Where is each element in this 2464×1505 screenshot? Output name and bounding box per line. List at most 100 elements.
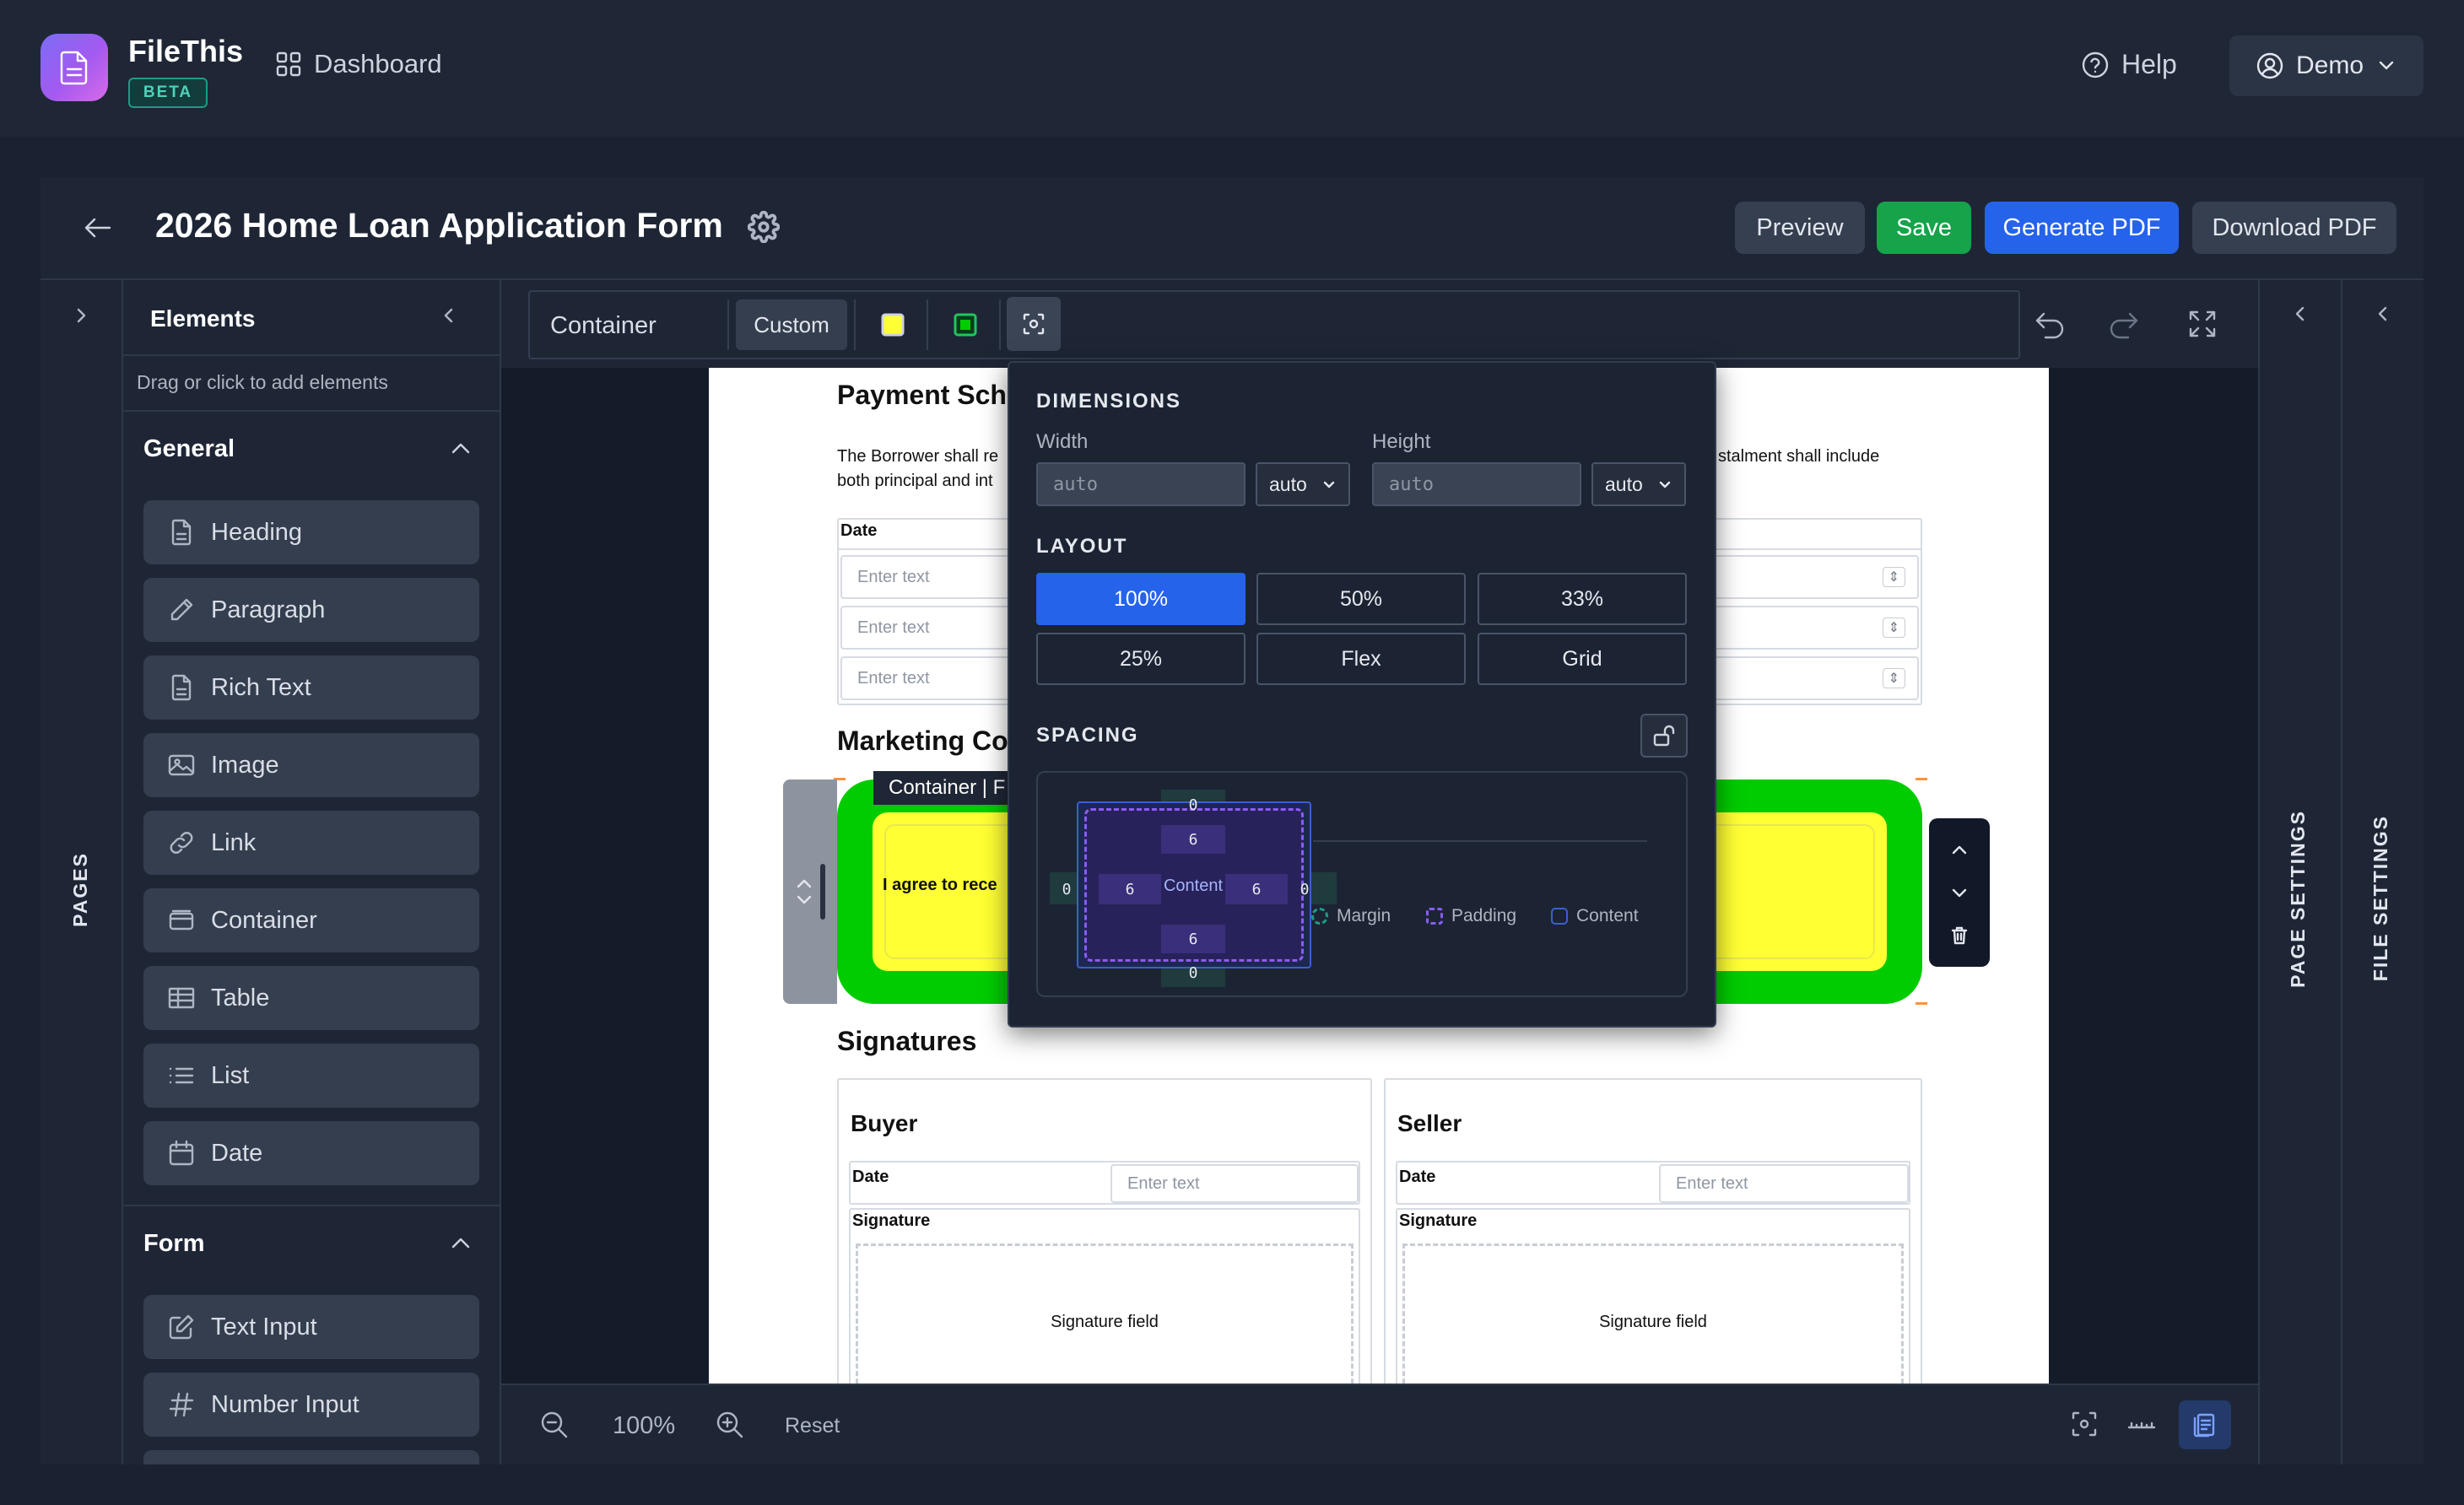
document-settings-button[interactable] <box>748 211 780 243</box>
payment-paragraph-line1[interactable]: The Borrower shall re <box>837 447 999 466</box>
element-heading[interactable]: Heading <box>143 500 479 564</box>
date-column-header: Date <box>840 521 878 540</box>
section-general-title[interactable]: General <box>143 435 235 462</box>
selection-corner <box>1916 1002 1927 1005</box>
border-color-button[interactable] <box>938 298 992 352</box>
pages-label[interactable]: PAGES <box>69 852 91 927</box>
zoom-out-button[interactable] <box>538 1409 570 1441</box>
element-list[interactable]: List <box>143 1044 479 1108</box>
table-row-input[interactable]: Enter text <box>840 555 1026 599</box>
trash-icon[interactable] <box>1948 925 1970 947</box>
padding-bottom-zone[interactable] <box>1161 925 1225 953</box>
seller-date-input[interactable]: Enter text <box>1659 1164 1909 1203</box>
collapse-general-button[interactable] <box>447 435 474 462</box>
spacing-icon <box>1023 313 1045 335</box>
layout-option-25[interactable]: 25% <box>1036 633 1246 685</box>
layout-option-50[interactable]: 50% <box>1256 573 1466 625</box>
element-text-input[interactable]: Text Input <box>143 1295 479 1359</box>
file-settings-panel <box>2341 280 2423 1465</box>
custom-style-button[interactable]: Custom <box>736 299 847 350</box>
undo-button[interactable] <box>2032 307 2067 343</box>
payment-heading[interactable]: Payment Sch <box>837 380 1007 410</box>
move-up-icon[interactable] <box>1948 839 1970 861</box>
divider <box>123 354 500 356</box>
width-unit-select[interactable]: auto <box>1256 462 1350 506</box>
save-button[interactable]: Save <box>1877 202 1971 254</box>
margin-top-value[interactable]: 0 <box>1188 796 1198 814</box>
element-number-input[interactable]: Number Input <box>143 1373 479 1437</box>
table-row-stepper[interactable]: ⇕ <box>1713 656 1919 700</box>
user-menu[interactable]: Demo <box>2229 35 2423 96</box>
padding-right-value[interactable]: 6 <box>1251 880 1262 898</box>
element-container[interactable]: Container <box>143 888 479 952</box>
margin-right-value[interactable]: 0 <box>1300 880 1310 898</box>
move-down-icon[interactable] <box>1948 882 1970 904</box>
element-image[interactable]: Image <box>143 733 479 797</box>
collapse-elements-button[interactable] <box>437 304 461 327</box>
page-view-toggle[interactable] <box>2179 1400 2231 1449</box>
preview-button[interactable]: Preview <box>1735 202 1865 254</box>
margin-bottom-value[interactable]: 0 <box>1188 963 1198 982</box>
help-button[interactable]: Help <box>2081 49 2177 80</box>
table-row-input[interactable]: Enter text <box>840 606 1026 650</box>
padding-top-zone[interactable] <box>1161 825 1225 854</box>
arrow-left-icon <box>84 218 111 238</box>
ruler-toggle[interactable] <box>2126 1409 2157 1439</box>
marketing-heading[interactable]: Marketing Co <box>837 726 1008 756</box>
nav-dashboard[interactable]: Dashboard <box>275 49 442 79</box>
gear-icon <box>748 211 780 243</box>
padding-top-value[interactable]: 6 <box>1188 830 1198 849</box>
padding-left-zone[interactable] <box>1099 874 1161 904</box>
spacing-button[interactable] <box>1007 297 1061 351</box>
table-row-stepper[interactable]: ⇕ <box>1713 606 1919 650</box>
zoom-in-button[interactable] <box>714 1409 746 1441</box>
padding-left-value[interactable]: 6 <box>1125 880 1135 898</box>
element-label: Paragraph <box>211 596 326 623</box>
padding-right-zone[interactable] <box>1225 874 1288 904</box>
width-input[interactable]: auto <box>1036 462 1246 506</box>
element-more[interactable] <box>143 1450 479 1465</box>
download-pdf-button[interactable]: Download PDF <box>2192 202 2396 254</box>
element-table[interactable]: Table <box>143 966 479 1030</box>
element-paragraph[interactable]: Paragraph <box>143 578 479 642</box>
signatures-heading[interactable]: Signatures <box>837 1026 977 1056</box>
height-unit-select[interactable]: auto <box>1591 462 1686 506</box>
buyer-signature-field[interactable]: Signature field <box>856 1243 1354 1384</box>
element-date[interactable]: Date <box>143 1121 479 1185</box>
divider <box>123 410 500 412</box>
marketing-consent-text[interactable]: I agree to rece <box>883 876 997 894</box>
page-settings-label[interactable]: PAGE SETTINGS <box>2287 810 2309 988</box>
layout-option-flex[interactable]: Flex <box>1256 633 1466 685</box>
table-row-stepper[interactable]: ⇕ <box>1713 555 1919 599</box>
element-rich-text[interactable]: Rich Text <box>143 655 479 720</box>
layout-option-100[interactable]: 100% <box>1036 573 1246 625</box>
margin-left-value[interactable]: 0 <box>1062 880 1072 898</box>
generate-pdf-button[interactable]: Generate PDF <box>1985 202 2179 254</box>
padding-bottom-value[interactable]: 6 <box>1188 930 1198 948</box>
redo-button[interactable] <box>2106 307 2142 343</box>
buyer-date-input[interactable]: Enter text <box>1110 1164 1359 1203</box>
element-label: Number Input <box>211 1390 359 1418</box>
expand-pages-button[interactable] <box>69 304 93 327</box>
table-row-input[interactable]: Enter text <box>840 656 1026 700</box>
app-logo[interactable] <box>41 34 108 101</box>
layout-option-grid[interactable]: Grid <box>1478 633 1687 685</box>
file-settings-label[interactable]: FILE SETTINGS <box>2369 815 2391 982</box>
drag-handle[interactable] <box>783 779 837 1004</box>
fullscreen-button[interactable] <box>2186 307 2219 341</box>
spacing-guides-toggle[interactable] <box>2069 1409 2099 1439</box>
layout-option-33[interactable]: 33% <box>1478 573 1687 625</box>
expand-page-settings-button[interactable] <box>2288 302 2312 326</box>
payment-paragraph-line2[interactable]: both principal and int <box>837 472 993 490</box>
background-color-button[interactable] <box>866 298 920 352</box>
height-input[interactable]: auto <box>1372 462 1581 506</box>
element-link[interactable]: Link <box>143 811 479 875</box>
back-button[interactable] <box>81 211 115 245</box>
collapse-form-button[interactable] <box>447 1230 474 1257</box>
section-form-title[interactable]: Form <box>143 1230 205 1257</box>
expand-file-settings-button[interactable] <box>2371 302 2395 326</box>
link-spacing-button[interactable] <box>1640 714 1688 758</box>
zoom-reset-button[interactable]: Reset <box>785 1414 840 1438</box>
seller-signature-field[interactable]: Signature field <box>1402 1243 1904 1384</box>
payment-paragraph-line1-end[interactable]: stalment shall include <box>1718 447 1880 466</box>
